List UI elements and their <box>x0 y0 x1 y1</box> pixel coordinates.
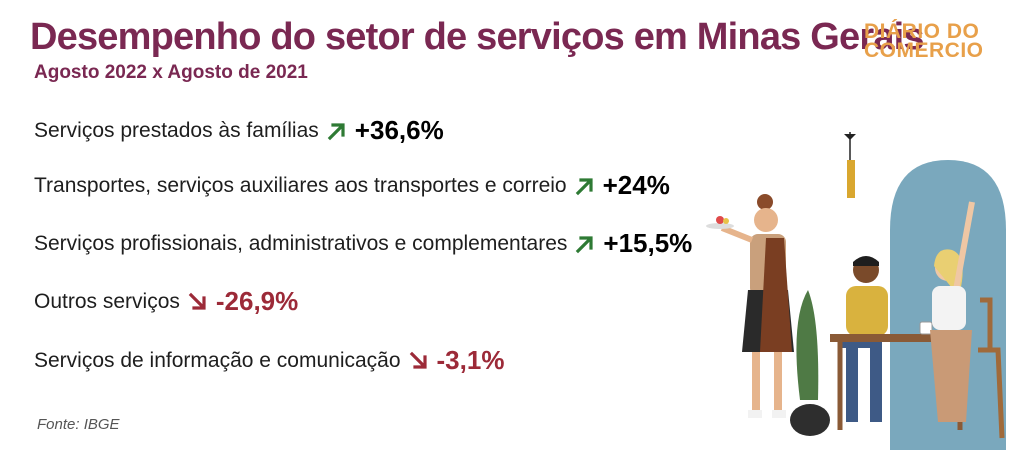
logo-line-1: DIÁRIO DO <box>864 20 980 43</box>
pendant-lamp <box>844 132 856 198</box>
row-value: +36,6% <box>354 115 444 145</box>
waiter-figure <box>706 194 794 418</box>
row-value: -3,1% <box>436 345 505 375</box>
potted-plant <box>790 290 830 436</box>
arrow-down-right-icon <box>409 351 427 369</box>
row-value: +24% <box>602 170 670 200</box>
chart-subtitle: Agosto 2022 x Agosto de 2021 <box>34 62 308 83</box>
arrow-up-right-icon <box>327 122 345 140</box>
arrow-up-right-icon <box>576 235 593 253</box>
logo-line-2: COMERCIO <box>864 39 984 62</box>
arrow-up-right-icon <box>575 177 593 195</box>
table-row: Serviços profissionais, administrativos … <box>34 228 692 259</box>
source-note: Fonte: IBGE <box>37 416 120 433</box>
cafe-chair <box>978 297 1005 439</box>
cafe-scene-illustration <box>706 132 1006 450</box>
row-label: Serviços prestados às famílias <box>34 118 319 142</box>
table-row: Transportes, serviços auxiliares aos tra… <box>34 170 670 201</box>
row-label: Serviços profissionais, administrativos … <box>34 231 568 255</box>
row-label: Serviços de informação e comunicação <box>34 348 401 372</box>
table-row: Serviços de informação e comunicação -3,… <box>34 345 504 376</box>
diario-do-comercio-logo: DIÁRIO DO COMERCIO <box>864 20 984 62</box>
seated-woman-figure <box>930 201 975 422</box>
row-value: +15,5% <box>603 228 693 258</box>
table-row: Serviços prestados às famílias +36,6% <box>34 115 444 146</box>
row-value: -26,9% <box>215 286 299 316</box>
arrow-down-right-icon <box>188 292 206 310</box>
chart-title: Desempenho do setor de serviços em Minas… <box>30 16 925 58</box>
row-label: Outros serviços <box>34 289 180 313</box>
table-row: Outros serviços -26,9% <box>34 286 298 317</box>
row-label: Transportes, serviços auxiliares aos tra… <box>34 173 567 197</box>
